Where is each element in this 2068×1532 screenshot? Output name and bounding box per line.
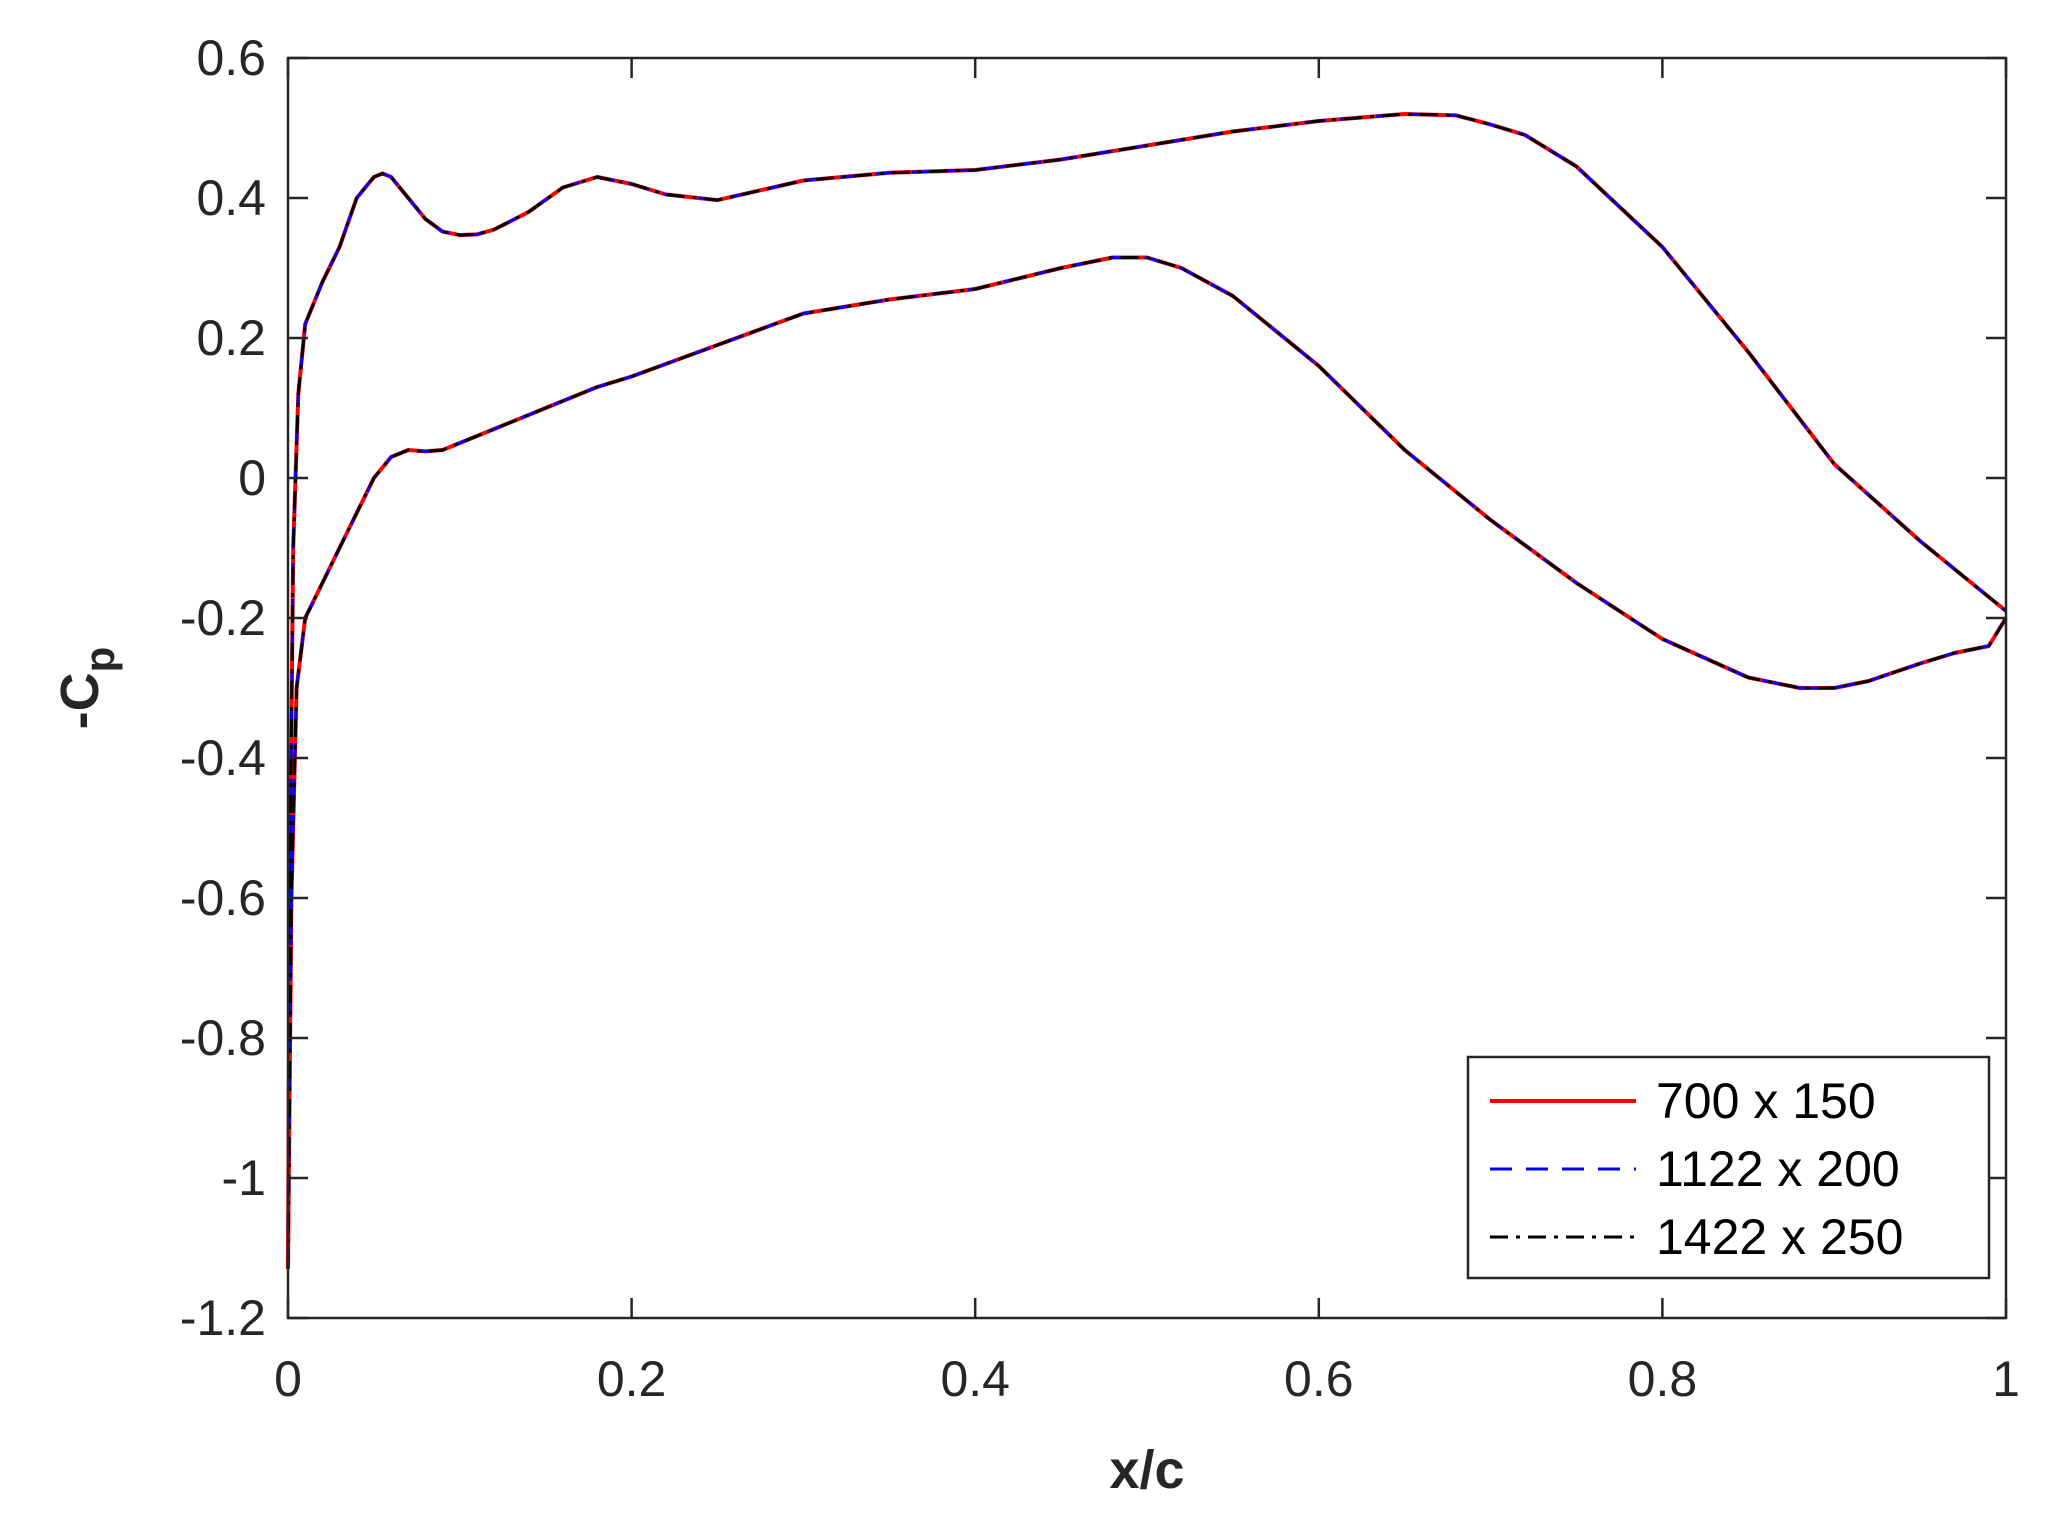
x-axis-label: x/c (1109, 1440, 1184, 1500)
y-tick-labels: -1.2 -1 -0.8 -0.6 -0.4 -0.2 0 0.2 0.4 0.6 (180, 30, 266, 1346)
legend-label: 1422 x 250 (1656, 1209, 1903, 1265)
series-line-2-upper (286, 112, 2007, 1270)
x-tick-label: 1 (1992, 1351, 2020, 1407)
y-tick-label: 0.6 (196, 30, 266, 86)
plot-frame (286, 56, 2008, 1320)
legend: 700 x 150 1122 x 200 1422 x 250 (1466, 1055, 1991, 1280)
y-tick-label: -0.6 (180, 870, 266, 926)
series-line-1-upper (286, 112, 2007, 1270)
y-axis-label-main: -C (50, 672, 110, 729)
x-tick-labels: 0 0.2 0.4 0.6 0.8 1 (274, 1351, 2020, 1407)
x-tick-label: 0.6 (1284, 1351, 1354, 1407)
series-lines (286, 112, 2008, 1270)
legend-label: 700 x 150 (1656, 1073, 1876, 1129)
y-tick-label: 0 (238, 450, 266, 506)
y-tick-label: -1.2 (180, 1290, 266, 1346)
y-axis-label: -Cp (50, 647, 123, 730)
x-tick-label: 0 (274, 1351, 302, 1407)
axis-ticks (286, 56, 2008, 1320)
series-line-2-lower (286, 256, 2008, 1270)
legend-box (1466, 1055, 1991, 1280)
y-tick-label: -0.4 (180, 730, 266, 786)
legend-label: 1122 x 200 (1656, 1141, 1900, 1197)
y-tick-label: 0.4 (196, 170, 266, 226)
y-tick-label: -0.2 (180, 590, 266, 646)
x-tick-label: 0.2 (597, 1351, 667, 1407)
y-tick-label: -0.8 (180, 1010, 266, 1066)
y-tick-label: 0.2 (196, 310, 266, 366)
x-tick-label: 0.4 (940, 1351, 1010, 1407)
y-axis-label-subscript: p (76, 647, 123, 673)
x-tick-label: 0.8 (1628, 1351, 1698, 1407)
y-tick-label: -1 (222, 1150, 266, 1206)
